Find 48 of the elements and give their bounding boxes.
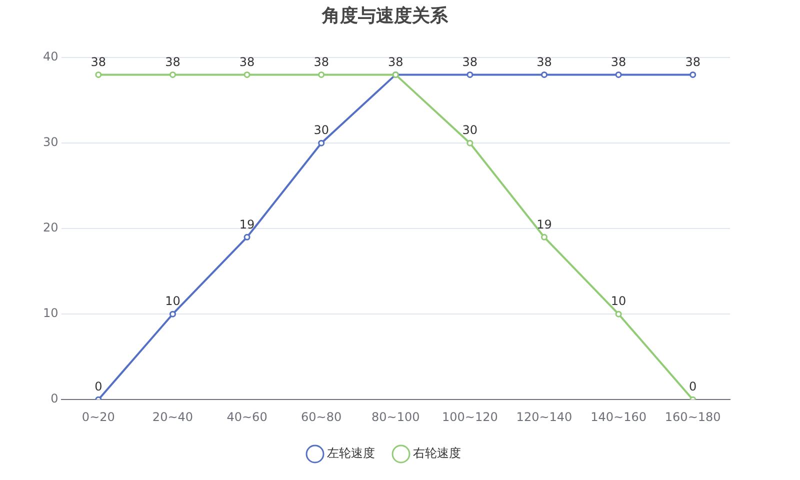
data-label: 38 [685,54,700,69]
point [540,71,548,78]
x-tick-label: 60~80 [301,410,342,424]
data-label: 38 [90,54,106,69]
data-label: 19 [239,217,255,232]
data-label: 30 [314,123,329,138]
point [244,71,250,78]
data-label: 38 [239,54,255,69]
point [466,71,474,78]
x-tick-label: 140~160 [590,410,646,424]
data-label: 38 [388,54,404,69]
y-tick-label: 20 [42,220,58,235]
data-label: 19 [536,217,552,232]
y-tick-label: 10 [42,306,58,320]
data-label: 38 [462,54,478,69]
data-label: 10 [610,294,626,308]
data-label: 38 [314,54,329,69]
data-label: 30 [462,123,478,138]
x-tick-label: 100~120 [442,410,498,424]
x-tick-label: 20~40 [152,410,194,424]
x-tick-label: 0~20 [82,410,115,424]
point [95,71,102,78]
data-label: 0 [689,380,697,394]
data-label: 10 [165,294,180,308]
legend-label: 右轮速度 [413,446,461,460]
point [169,71,176,78]
legend-label: 左轮速度 [327,446,375,460]
y-tick-label: 30 [42,135,58,150]
y-tick-label: 40 [42,50,58,64]
point [466,140,474,146]
x-tick-label: 40~60 [226,410,268,424]
point [615,71,622,78]
point [318,140,325,146]
point [690,71,696,78]
x-tick-label: 120~140 [516,410,572,424]
data-label: 0 [94,380,102,394]
point [169,310,176,318]
data-label: 38 [165,54,180,69]
data-label: 38 [536,54,552,69]
chart-title: 角度与速度关系 [321,5,449,26]
x-tick-label: 160~180 [664,410,721,424]
point [615,310,622,318]
data-label: 38 [610,54,626,69]
point [540,234,548,240]
point [244,234,250,240]
y-tick-label: 0 [50,392,58,406]
point [318,71,325,78]
x-tick-label: 80~100 [372,410,420,424]
